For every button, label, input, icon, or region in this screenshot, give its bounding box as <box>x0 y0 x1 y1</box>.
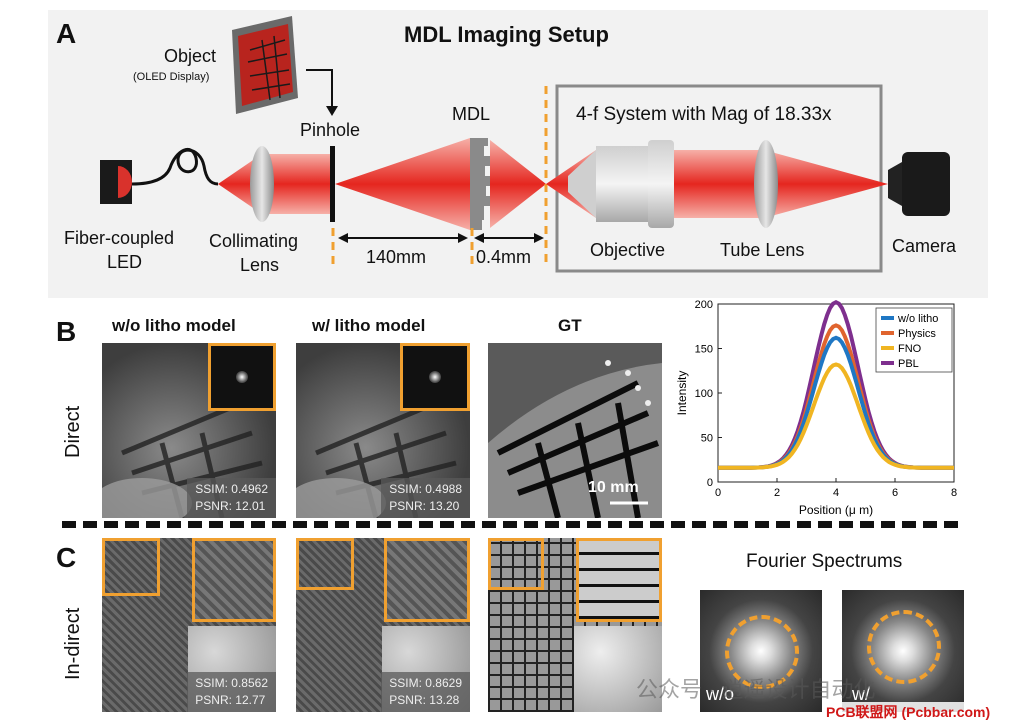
zoom-inset <box>384 538 470 622</box>
distance-140mm: 140mm <box>366 247 427 267</box>
legend-entry: Physics <box>898 328 936 340</box>
panel-c-label: C <box>56 542 77 573</box>
psnr-value: PSNR: 12.01 <box>195 499 266 513</box>
collimating-label-2: Lens <box>240 255 280 275</box>
led-label-1: Fiber-coupled <box>64 228 175 248</box>
row-label-direct: Direct <box>62 405 84 458</box>
y-tick-label: 50 <box>701 433 713 445</box>
panel-a-title: MDL Imaging Setup <box>404 22 609 47</box>
camera-icon <box>888 152 950 216</box>
beam-to-mdl <box>335 138 470 230</box>
objective-label: Objective <box>590 240 666 260</box>
row-label-indirect: In-direct <box>62 607 84 680</box>
y-tick-label: 150 <box>695 344 713 356</box>
section-separator <box>62 521 958 528</box>
objective-lens <box>568 140 674 228</box>
ssim-value: SSIM: 0.8629 <box>389 676 462 690</box>
indirect-w-litho-image: SSIM: 0.8629 PSNR: 13.28 <box>296 538 470 712</box>
scale-bar-label: 10 mm <box>588 479 639 496</box>
tube-lens-label: Tube Lens <box>720 240 805 260</box>
x-tick-label: 0 <box>715 487 721 499</box>
x-axis-label: Position (μ m) <box>799 503 873 517</box>
legend-entry: FNO <box>898 343 922 355</box>
indirect-wo-litho-image: SSIM: 0.8562 PSNR: 12.77 <box>102 538 276 712</box>
legend-entry: w/o litho <box>897 313 938 325</box>
pinhole-label: Pinhole <box>300 120 361 140</box>
object-display <box>232 16 298 114</box>
object-sublabel: (OLED Display) <box>133 71 210 83</box>
beam-focusing <box>490 140 546 228</box>
metrics-w-litho: SSIM: 0.4988 PSNR: 13.20 <box>381 478 470 518</box>
tube-lens <box>754 140 778 228</box>
collimating-label-1: Collimating <box>209 231 299 251</box>
y-tick-label: 200 <box>695 299 713 311</box>
four-f-label: 4-f System with Mag of 18.33x <box>576 104 832 125</box>
metrics-indirect-wo-litho: SSIM: 0.8562 PSNR: 12.77 <box>187 672 276 712</box>
watermark-text: 公众号 · 逍遥设计自动化 <box>636 677 876 702</box>
mdl-label: MDL <box>452 104 491 124</box>
fourier-spectrum-wo: w/o <box>700 590 822 712</box>
legend-entry: PBL <box>898 358 919 370</box>
fourier-label-wo: w/o <box>706 684 735 704</box>
collimating-lens <box>250 146 274 222</box>
psnr-value: PSNR: 12.77 <box>195 693 266 707</box>
series-line-fno <box>718 362 954 470</box>
zoom-inset <box>576 538 662 622</box>
direct-wo-litho-image: SSIM: 0.4962 PSNR: 12.01 <box>102 343 276 518</box>
optical-fiber <box>131 147 219 186</box>
direct-w-litho-image: SSIM: 0.4988 PSNR: 13.20 <box>296 343 470 518</box>
pinhole-plate <box>330 146 335 222</box>
zoom-inset <box>192 538 276 622</box>
pebble-region <box>574 626 662 712</box>
metrics-indirect-w-litho: SSIM: 0.8629 PSNR: 13.28 <box>381 672 470 712</box>
x-tick-label: 4 <box>833 487 839 499</box>
fourier-title: Fourier Spectrums <box>746 551 903 572</box>
x-tick-label: 6 <box>892 487 898 499</box>
y-tick-label: 100 <box>695 388 713 400</box>
watermark-site: PCB联盟网 (Pcbbar.com) <box>826 702 991 722</box>
x-tick-label: 8 <box>951 487 957 499</box>
fourier-spectrum-w: w/ <box>842 590 964 712</box>
direct-gt-image: 10 mm <box>488 343 662 518</box>
zoom-region-box <box>102 538 160 596</box>
optical-setup-diagram <box>100 16 950 273</box>
psnr-value: PSNR: 13.20 <box>389 499 460 513</box>
col-title-wo-litho: w/o litho model <box>112 316 236 335</box>
ssim-value: SSIM: 0.4962 <box>195 482 268 496</box>
mdl-element <box>470 138 492 230</box>
ssim-value: SSIM: 0.8562 <box>195 676 268 690</box>
panel-a-label: A <box>56 18 77 49</box>
panel-a-background <box>48 10 988 298</box>
zoom-region-box <box>296 538 354 590</box>
col-title-w-litho: w/ litho model <box>312 316 426 335</box>
y-axis-label: Intensity <box>675 371 689 416</box>
camera-label: Camera <box>892 236 957 256</box>
ssim-value: SSIM: 0.4988 <box>389 482 462 496</box>
distance-0.4mm: 0.4mm <box>476 247 532 267</box>
y-tick-label: 0 <box>707 477 713 489</box>
col-title-gt: GT <box>558 316 582 335</box>
x-tick-label: 2 <box>774 487 780 499</box>
intensity-chart: 0 2 4 6 8 0 50 100 150 200 Position (μ m) Intensity… <box>675 299 957 517</box>
psnr-value: PSNR: 13.28 <box>389 693 460 707</box>
metrics-wo-litho: SSIM: 0.4962 PSNR: 12.01 <box>187 478 276 518</box>
led-emitter <box>118 166 132 198</box>
zoom-region-box <box>488 538 544 590</box>
led-label-2: LED <box>107 252 143 272</box>
object-label: Object <box>164 46 217 66</box>
fourier-label-w: w/ <box>852 684 870 704</box>
panel-b-label: B <box>56 316 77 347</box>
indirect-gt-image <box>488 538 662 712</box>
